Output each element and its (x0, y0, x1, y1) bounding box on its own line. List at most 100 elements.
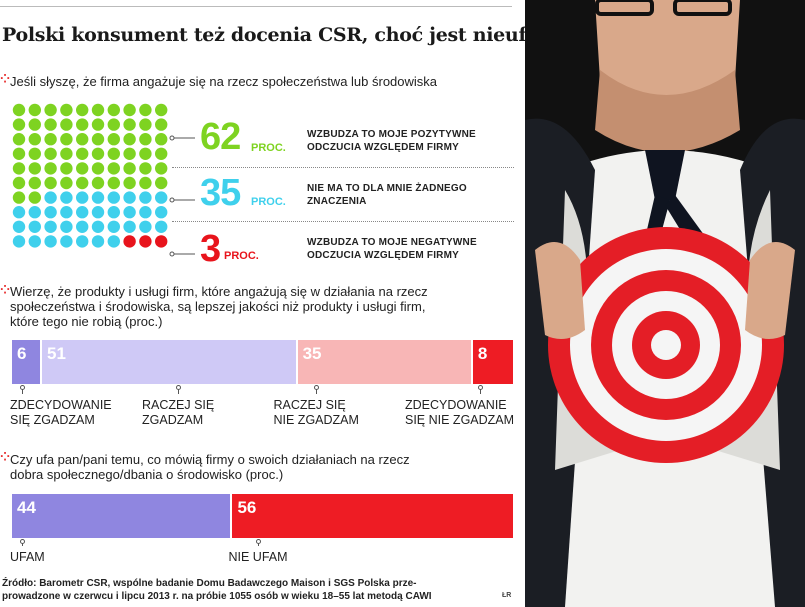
waffle-dot (91, 220, 105, 233)
waffle-dot (12, 176, 26, 190)
waffle-dot (155, 162, 168, 175)
waffle-dot (155, 133, 168, 146)
waffle-dot (155, 191, 168, 204)
category-label: ZDECYDOWANIE SIĘ NIE ZGADZAM (405, 398, 515, 427)
waffle-dot (44, 235, 57, 248)
waffle-dot (107, 147, 121, 160)
waffle-dot (123, 118, 136, 131)
waffle-dot (107, 118, 121, 131)
waffle-dot (12, 133, 26, 146)
waffle-dot (44, 220, 57, 233)
waffle-dot (139, 191, 152, 204)
question-3: Czy ufa pan/pani temu, co mówią firmy o … (10, 452, 410, 482)
waffle-dot (76, 118, 89, 131)
leader-dot (169, 197, 175, 203)
waffle-dot (123, 162, 136, 175)
waffle-dot (60, 118, 73, 131)
waffle-dot (107, 235, 121, 248)
bullet-icon: ⁘ (0, 450, 11, 464)
desc-neutral: NIE MA TO DLA MNIE ŻADNEGO ZNACZENIA (307, 183, 467, 207)
question-3-line: dobra społecznego/dbania o środowisko (p… (10, 467, 284, 482)
waffle-dot (28, 235, 41, 248)
waffle-dot (139, 162, 152, 175)
waffle-dot (107, 162, 121, 175)
waffle-dot (91, 133, 105, 146)
waffle-dot (60, 133, 73, 146)
waffle-dot (44, 162, 57, 175)
value-positive: 62 (200, 116, 241, 158)
desc-positive: WZBUDZA TO MOJE POZYTYWNE ODCZUCIA WZGLĘ… (307, 129, 476, 153)
waffle-dot (12, 220, 26, 233)
waffle-dot (91, 206, 105, 219)
question-2-line: które tego nie robią (proc.) (10, 314, 163, 329)
infographic: Polski konsument też docenia CSR, choć j… (0, 6, 551, 603)
desc-negative: WZBUDZA TO MOJE NEGATYWNE ODCZUCIA WZGLĘ… (307, 237, 477, 261)
page-title: Polski konsument też docenia CSR, choć j… (2, 24, 551, 46)
waffle-dot (107, 206, 121, 219)
question-1: Jeśli słyszę, że firma angażuje się na r… (10, 74, 438, 89)
waffle-dot (76, 176, 89, 190)
waffle-dot (28, 220, 41, 233)
waffle-dot (155, 103, 168, 117)
waffle-dot (76, 133, 89, 146)
separator (172, 167, 514, 168)
top-rule (0, 6, 512, 7)
waffle-dot (123, 176, 136, 190)
waffle-dot (60, 162, 73, 175)
waffle-dot (44, 133, 57, 146)
waffle-dot (139, 103, 152, 117)
waffle-dot (44, 103, 57, 117)
category-tick (176, 385, 181, 394)
waffle-dot (60, 176, 73, 190)
waffle-dot (76, 147, 89, 160)
waffle-dot (91, 162, 105, 175)
question-2: Wierzę, że produkty i usługi firm, które… (10, 284, 428, 329)
waffle-dot (107, 103, 121, 117)
waffle-dot (123, 235, 136, 248)
waffle-dot (123, 220, 136, 233)
waffle-dot (12, 162, 26, 175)
waffle-dot (123, 133, 136, 146)
waffle-dot (123, 103, 136, 117)
source-line: Źródło: Barometr CSR, wspólne badanie Do… (2, 578, 417, 589)
waffle-dot (155, 118, 168, 131)
waffle-dot (44, 147, 57, 160)
category-label: RACZEJ SIĘ NIE ZGADZAM (273, 398, 359, 427)
waffle-dot (12, 206, 26, 219)
waffle-dot (139, 118, 152, 131)
bar-value-label: 35 (302, 344, 322, 363)
waffle-dot (107, 191, 121, 204)
waffle-dot (44, 118, 57, 131)
waffle-dot (76, 103, 89, 117)
waffle-dot (107, 133, 121, 146)
waffle-dot (139, 220, 152, 233)
bar-value-label: 8 (477, 344, 488, 363)
source-line: prowadzone w czerwcu i lipcu 2013 r. na … (2, 591, 432, 602)
waffle-dot (28, 191, 41, 204)
waffle-dot (76, 235, 89, 248)
question-3-line: Czy ufa pan/pani temu, co mówią firmy o … (10, 452, 410, 467)
unit-positive: PROC. (251, 142, 286, 154)
waffle-dot (139, 235, 152, 248)
businessman-photo (525, 0, 805, 607)
bullet-icon: ⁘ (0, 283, 11, 297)
waffle-dot (12, 103, 26, 117)
bar-value-label: 6 (17, 344, 27, 363)
bar-value-label: 44 (17, 498, 36, 517)
waffle-dot (12, 191, 26, 204)
bar-segment: 56 (232, 494, 513, 538)
category-label: RACZEJ SIĘ ZGADZAM (142, 398, 215, 427)
waffle-dot (123, 147, 136, 160)
separator (172, 221, 514, 222)
source-note: Źródło: Barometr CSR, wspólne badanie Do… (2, 577, 432, 603)
waffle-dot (76, 191, 89, 204)
waffle-dot (139, 147, 152, 160)
waffle-dot (155, 220, 168, 233)
bar-value-label: 51 (47, 344, 66, 363)
bullet-icon: ⁘ (0, 72, 11, 86)
waffle-dot (155, 147, 168, 160)
question-2-line: społeczeństwa i środowiska, są lepszej j… (10, 299, 426, 314)
waffle-dot (28, 118, 41, 131)
waffle-dot (28, 176, 41, 190)
waffle-dot (155, 235, 168, 248)
